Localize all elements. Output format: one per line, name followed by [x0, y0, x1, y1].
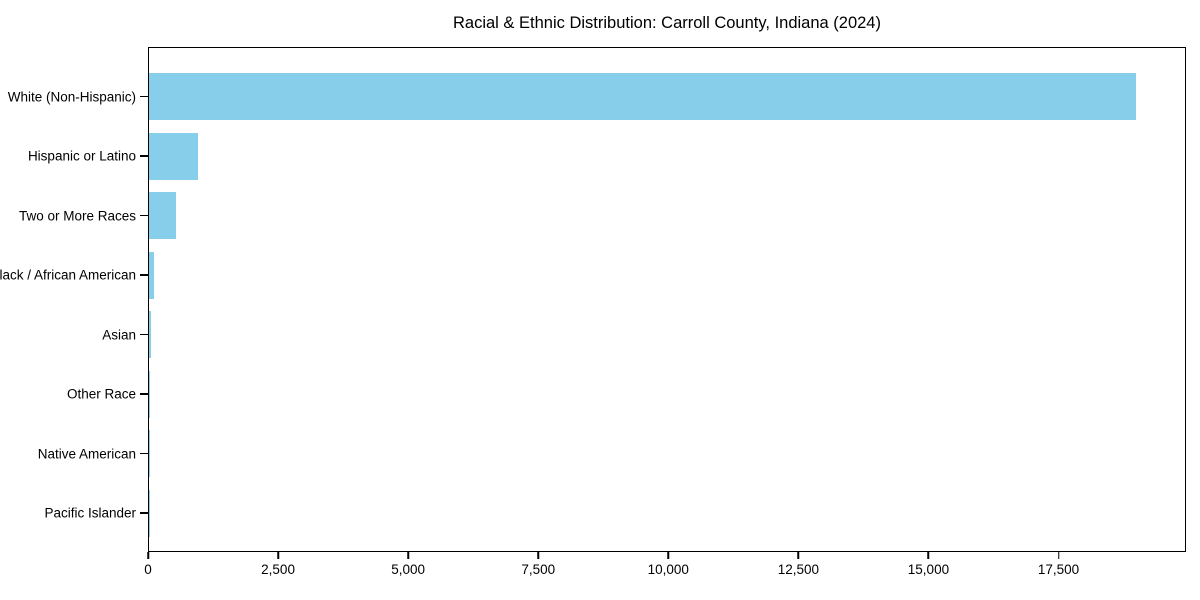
bar	[149, 370, 150, 418]
bar-row: Native American	[38, 424, 1185, 484]
bar	[149, 132, 198, 180]
x-tick-label: 17,500	[1037, 562, 1080, 577]
y-tick-mark	[140, 155, 148, 157]
bar-row: Pacific Islander	[44, 484, 1185, 544]
bar-row: Hispanic or Latino	[28, 127, 1185, 187]
bar-row: Two or More Races	[19, 186, 1185, 246]
x-axis: 0 2,500 5,000 7,500 10,000 12,500 15,000 17,500	[144, 552, 1186, 592]
x-tick-mark	[927, 552, 930, 559]
bar	[149, 251, 154, 299]
y-tick-mark	[140, 214, 148, 217]
y-tick-label: Black / African American	[0, 267, 136, 283]
bar-row: Other Race	[67, 365, 1185, 425]
y-tick-mark	[140, 333, 148, 336]
bar	[149, 430, 150, 478]
y-tick-mark	[140, 452, 148, 455]
bar-row: Asian	[102, 305, 1185, 365]
y-tick-label: Pacific Islander	[44, 505, 136, 521]
x-tick-mark	[667, 552, 670, 559]
y-tick-label: White (Non-Hispanic)	[7, 89, 136, 105]
x-tick-label: 15,000	[907, 562, 950, 577]
bar	[149, 311, 151, 359]
y-tick-mark	[140, 95, 148, 98]
y-tick-label: Hispanic or Latino	[27, 148, 136, 164]
y-tick-label: Asian	[102, 327, 136, 343]
x-tick-label: 12,500	[777, 562, 820, 577]
y-tick-label: Two or More Races	[18, 208, 136, 224]
chart-title: Racial & Ethnic Distribution: Carroll Co…	[453, 14, 881, 32]
bar	[149, 73, 1136, 121]
x-tick-label: 0	[144, 562, 152, 577]
x-tick-mark	[277, 552, 279, 559]
y-tick-mark	[140, 393, 148, 395]
x-tick-mark	[537, 552, 539, 559]
x-tick-mark	[147, 552, 149, 559]
y-tick-label: Other Race	[66, 386, 136, 402]
bar-row: White (Non-Hispanic)	[8, 67, 1185, 127]
bar	[149, 192, 177, 240]
x-tick-label: 2,500	[261, 562, 295, 577]
x-tick-mark	[797, 552, 800, 559]
y-tick-label: Native American	[37, 446, 136, 462]
x-tick-label: 7,500	[521, 562, 556, 577]
y-tick-mark	[140, 274, 148, 276]
plot-area: White (Non-Hispanic) Hispanic or Latino Tw…	[0, 47, 1186, 552]
x-tick-mark	[1057, 552, 1060, 559]
bar-rows-container: White (Non-Hispanic) Hispanic or Latino Tw…	[0, 48, 1185, 551]
y-tick-mark	[140, 512, 148, 514]
x-tick-label: 10,000	[647, 562, 689, 577]
x-tick-label: 5,000	[391, 562, 426, 577]
bar-row: Black / African American	[0, 246, 1185, 306]
x-tick-mark	[407, 552, 409, 559]
